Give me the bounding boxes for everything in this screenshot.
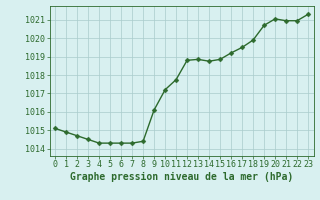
X-axis label: Graphe pression niveau de la mer (hPa): Graphe pression niveau de la mer (hPa) bbox=[70, 172, 293, 182]
